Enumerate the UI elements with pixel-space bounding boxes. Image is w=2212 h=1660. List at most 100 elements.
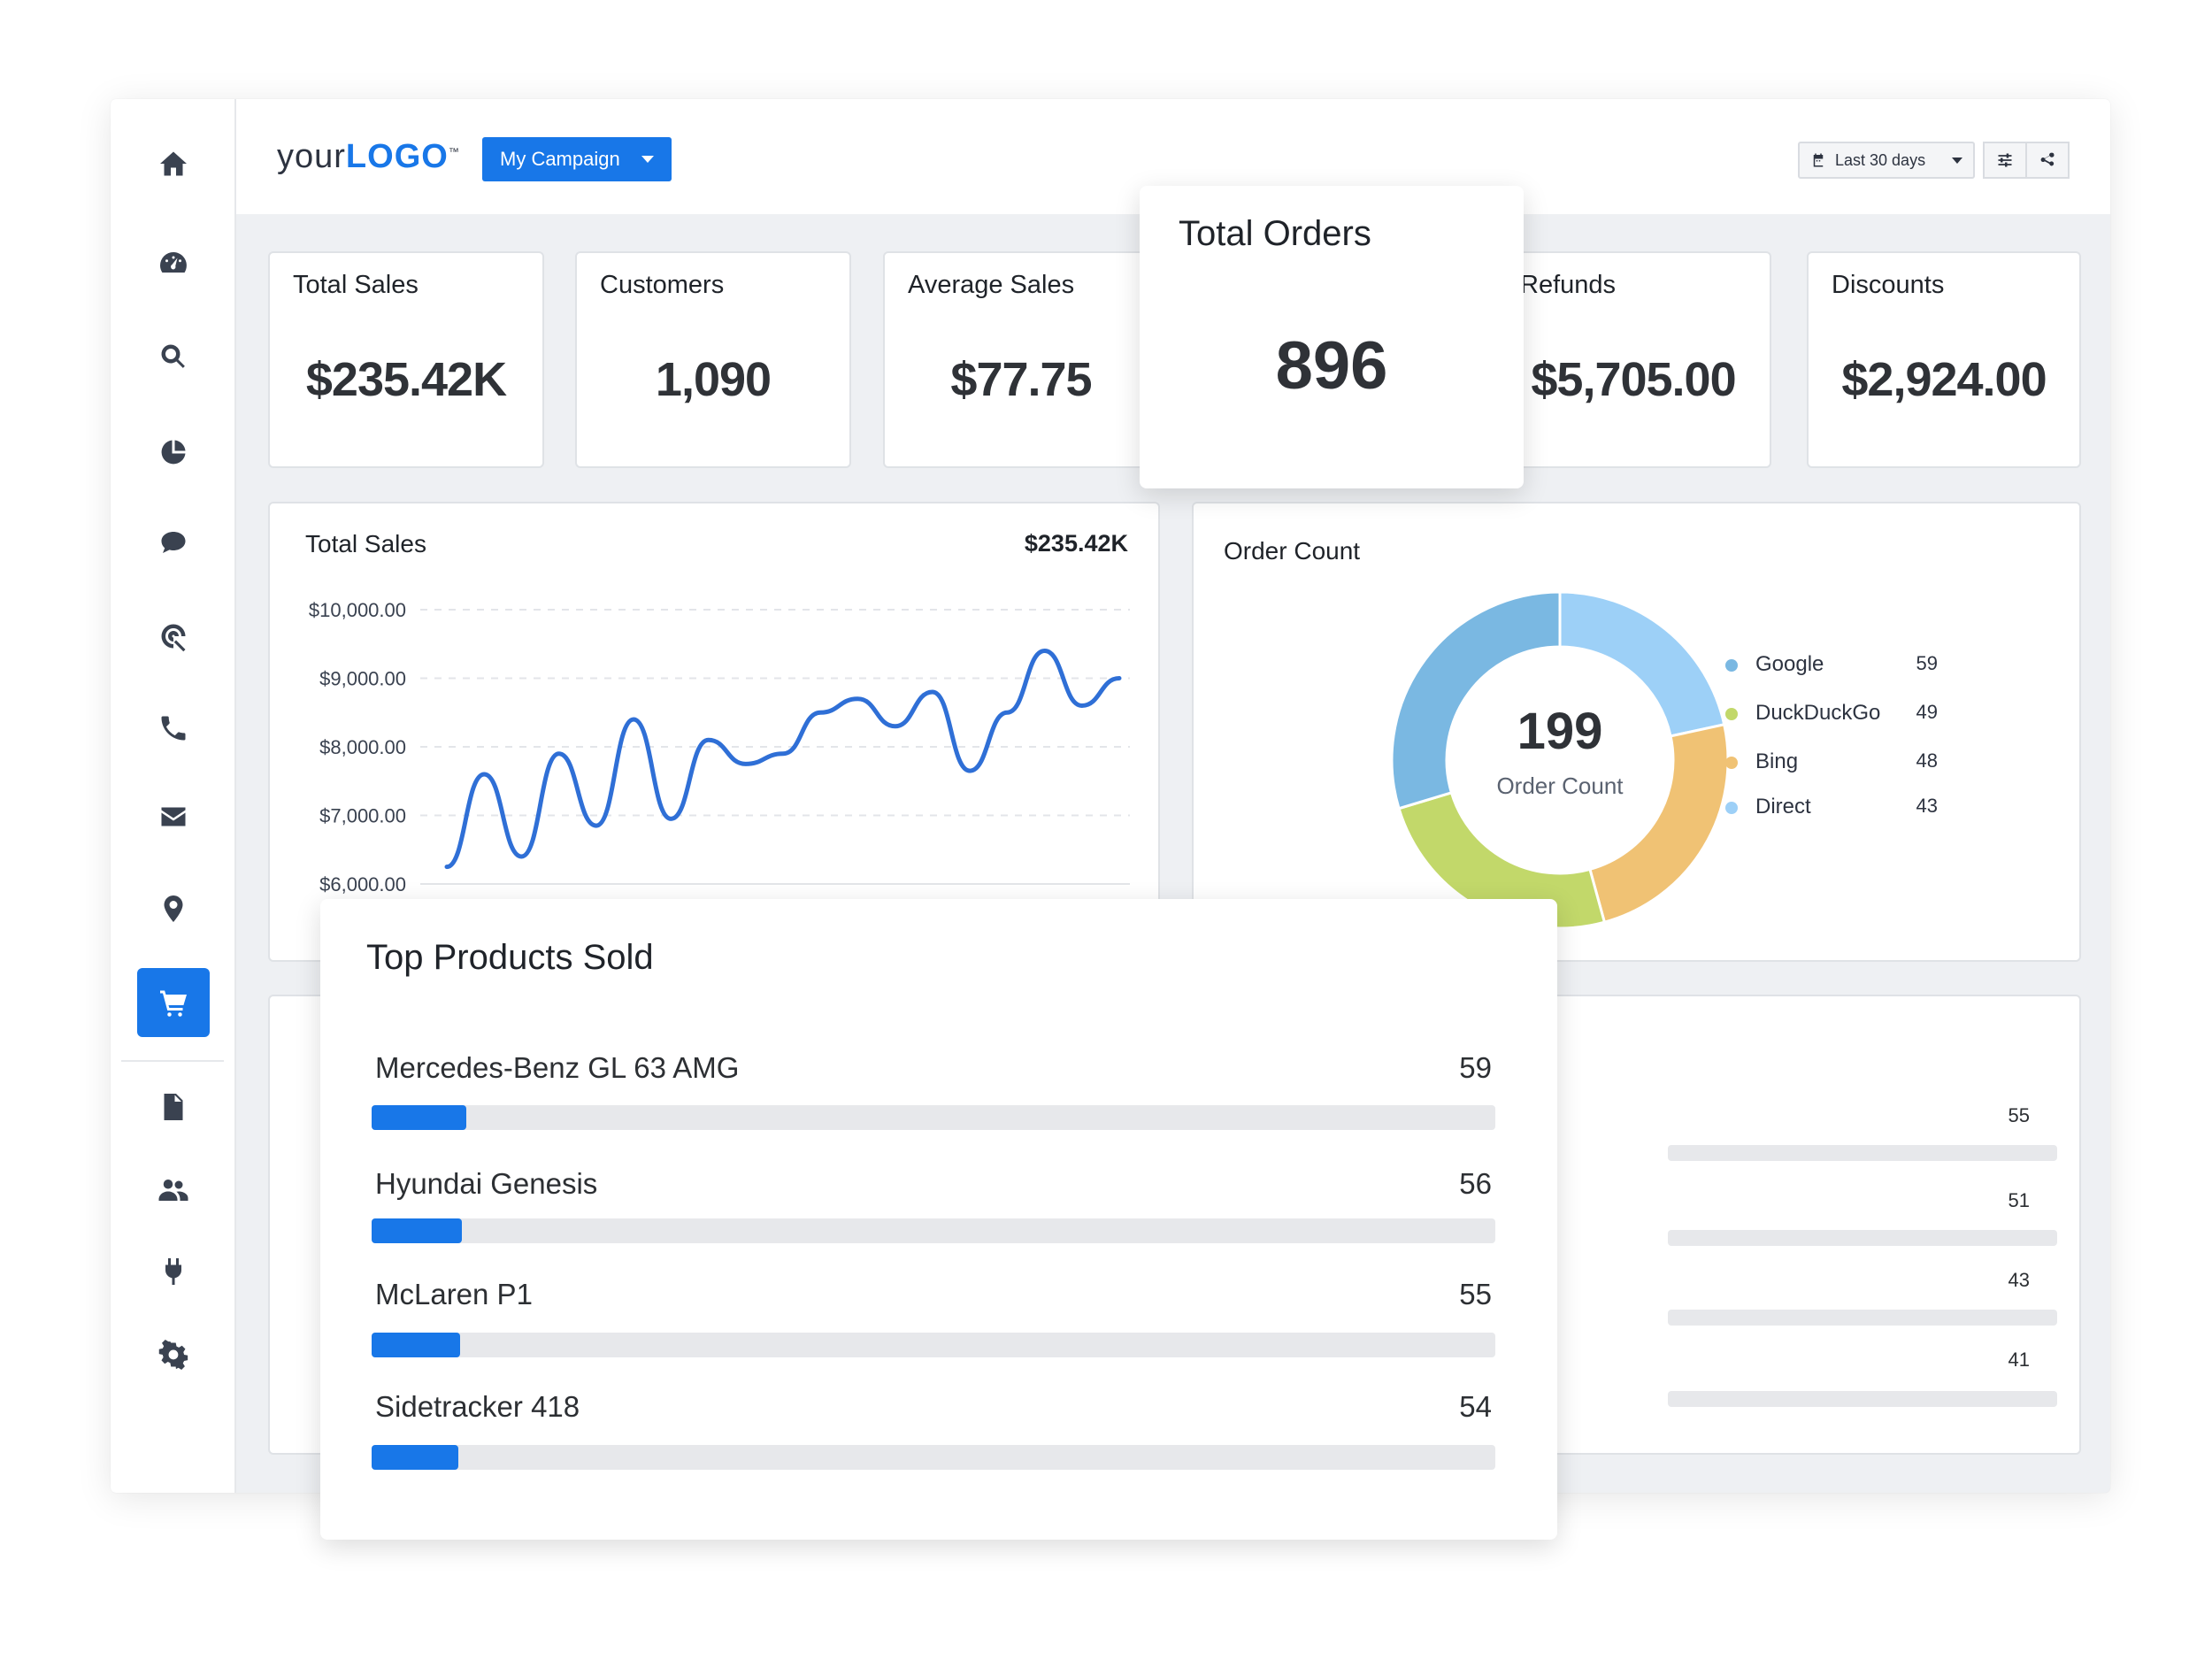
sidebar-item-documents[interactable] xyxy=(137,1072,210,1141)
sidebar-item-calls[interactable] xyxy=(137,694,210,763)
location-icon xyxy=(164,895,183,922)
seo-icon xyxy=(161,624,186,652)
product-name: Mercedes-Benz GL 63 AMG xyxy=(375,1051,740,1084)
chart-title: Total Sales xyxy=(305,530,426,557)
chevron-down-icon xyxy=(1952,158,1962,164)
legend-value: 43 xyxy=(1916,795,1938,817)
product-bar-track xyxy=(372,1218,1495,1243)
date-range-dropdown[interactable]: Last 30 days xyxy=(1798,142,1975,179)
bg-value: 51 xyxy=(2008,1189,2030,1211)
kpi-value: $5,705.00 xyxy=(1531,353,1736,406)
top-products-title: Top Products Sold xyxy=(366,938,654,977)
legend-value: 48 xyxy=(1916,749,1938,772)
sidebar-divider xyxy=(121,1060,224,1062)
sidebar-item-dashboard[interactable] xyxy=(137,228,210,297)
sidebar-item-chat[interactable] xyxy=(137,508,210,577)
kpi-card-average-sales: Average Sales $77.75 xyxy=(883,251,1159,468)
bg-bar-track xyxy=(1668,1391,2057,1407)
campaign-label: My Campaign xyxy=(500,148,620,170)
sidebar xyxy=(111,99,236,1493)
users-icon xyxy=(158,1180,188,1201)
product-bar-fill xyxy=(372,1333,460,1357)
kpi-title: Refunds xyxy=(1520,271,1617,299)
kpi-value: 896 xyxy=(1275,328,1388,403)
kpi-value: $77.75 xyxy=(950,353,1092,406)
share-button[interactable] xyxy=(2025,142,2070,179)
settings-icon xyxy=(158,1339,188,1370)
home-icon xyxy=(160,151,187,176)
chevron-down-icon xyxy=(641,156,654,163)
product-count: 59 xyxy=(1459,1051,1492,1084)
sidebar-item-search[interactable] xyxy=(137,322,210,391)
cart-icon xyxy=(160,990,187,1017)
sidebar-item-ecommerce[interactable] xyxy=(137,968,210,1037)
kpi-card-customers: Customers 1,090 xyxy=(575,251,851,468)
kpi-title: Total Orders xyxy=(1179,214,1371,253)
phone-icon xyxy=(161,716,186,741)
kpi-title: Discounts xyxy=(1832,271,1945,299)
sidebar-item-users[interactable] xyxy=(137,1156,210,1225)
order-count-card: Order Count 199 Order Count xyxy=(1192,502,2081,962)
legend-label: Bing xyxy=(1755,749,1799,773)
kpi-card-total-sales: Total Sales $235.42K xyxy=(268,251,544,468)
legend-dot xyxy=(1725,757,1738,769)
sidebar-item-seo[interactable] xyxy=(137,602,210,671)
donut-slice-google xyxy=(1390,590,1562,811)
search-icon xyxy=(161,344,185,368)
chart-title: Order Count xyxy=(1224,537,1361,565)
product-bar-fill xyxy=(372,1445,458,1470)
product-count: 56 xyxy=(1459,1167,1492,1200)
legend-label: DuckDuckGo xyxy=(1755,701,1881,725)
legend-label: Direct xyxy=(1755,795,1811,818)
kpi-title: Average Sales xyxy=(908,271,1075,299)
sidebar-item-home[interactable] xyxy=(137,129,210,198)
product-name: Sidetracker 418 xyxy=(375,1390,580,1423)
plug-icon xyxy=(165,1258,181,1285)
y-tick-label: $6,000.00 xyxy=(319,873,406,895)
mail-icon xyxy=(161,807,186,826)
filter-button[interactable] xyxy=(1983,142,2027,179)
bg-bar-track xyxy=(1668,1145,2057,1161)
top-header: yourLOGO™ My Campaign Last 30 days xyxy=(236,99,2110,214)
sidebar-item-email[interactable] xyxy=(137,782,210,851)
legend-dot xyxy=(1725,659,1738,672)
legend-dot xyxy=(1725,802,1738,814)
dashboard-icon xyxy=(160,252,187,273)
donut-slice-bing xyxy=(1588,723,1730,925)
date-range-label: Last 30 days xyxy=(1835,150,1926,169)
legend-value: 59 xyxy=(1916,652,1938,674)
product-name: McLaren P1 xyxy=(375,1278,533,1310)
kpi-value: 1,090 xyxy=(655,353,772,406)
sidebar-item-settings[interactable] xyxy=(137,1320,210,1389)
product-bar-track xyxy=(372,1445,1495,1470)
sliders-icon xyxy=(1998,153,2012,167)
product-count: 54 xyxy=(1459,1390,1492,1423)
y-tick-label: $7,000.00 xyxy=(319,805,406,827)
product-bar-fill xyxy=(372,1105,467,1130)
legend-item-bing: Bing 48 xyxy=(1725,749,2062,776)
kpi-card-total-orders: Total Orders 896 xyxy=(1140,186,1524,488)
product-bar-fill xyxy=(372,1218,462,1243)
total-sales-line-chart: $10,000.00 $9,000.00 $8,000.00 $7,000.00 $6,… xyxy=(309,599,1130,895)
legend-item-direct: Direct 43 xyxy=(1725,795,2062,821)
sidebar-item-integrations[interactable] xyxy=(137,1237,210,1306)
donut-center-label: Order Count xyxy=(1496,772,1624,799)
share-icon xyxy=(2040,152,2055,166)
legend-dot xyxy=(1725,708,1738,720)
bg-bar-track xyxy=(1668,1230,2057,1246)
bg-value: 41 xyxy=(2008,1349,2030,1371)
document-icon xyxy=(164,1094,183,1120)
bg-bar-track xyxy=(1668,1310,2057,1326)
campaign-dropdown[interactable]: My Campaign xyxy=(482,137,672,181)
top-products-card: Top Products Sold Mercedes-Benz GL 63 AM… xyxy=(320,899,1557,1540)
sidebar-item-local[interactable] xyxy=(137,874,210,943)
legend-item-duckduckgo: DuckDuckGo 49 xyxy=(1725,701,2062,727)
kpi-card-discounts: Discounts $2,924.00 xyxy=(1807,251,2081,468)
calendar-icon xyxy=(1813,153,1824,167)
sidebar-item-reports[interactable] xyxy=(137,418,210,487)
y-tick-label: $9,000.00 xyxy=(319,668,406,690)
legend-label: Google xyxy=(1755,652,1824,676)
total-sales-chart-card: Total Sales $235.42K $10,000.00 $9,000.00… xyxy=(268,502,1160,962)
kpi-card-refunds: Refunds $5,705.00 xyxy=(1495,251,1771,468)
donut-center-value: 199 xyxy=(1517,703,1603,760)
